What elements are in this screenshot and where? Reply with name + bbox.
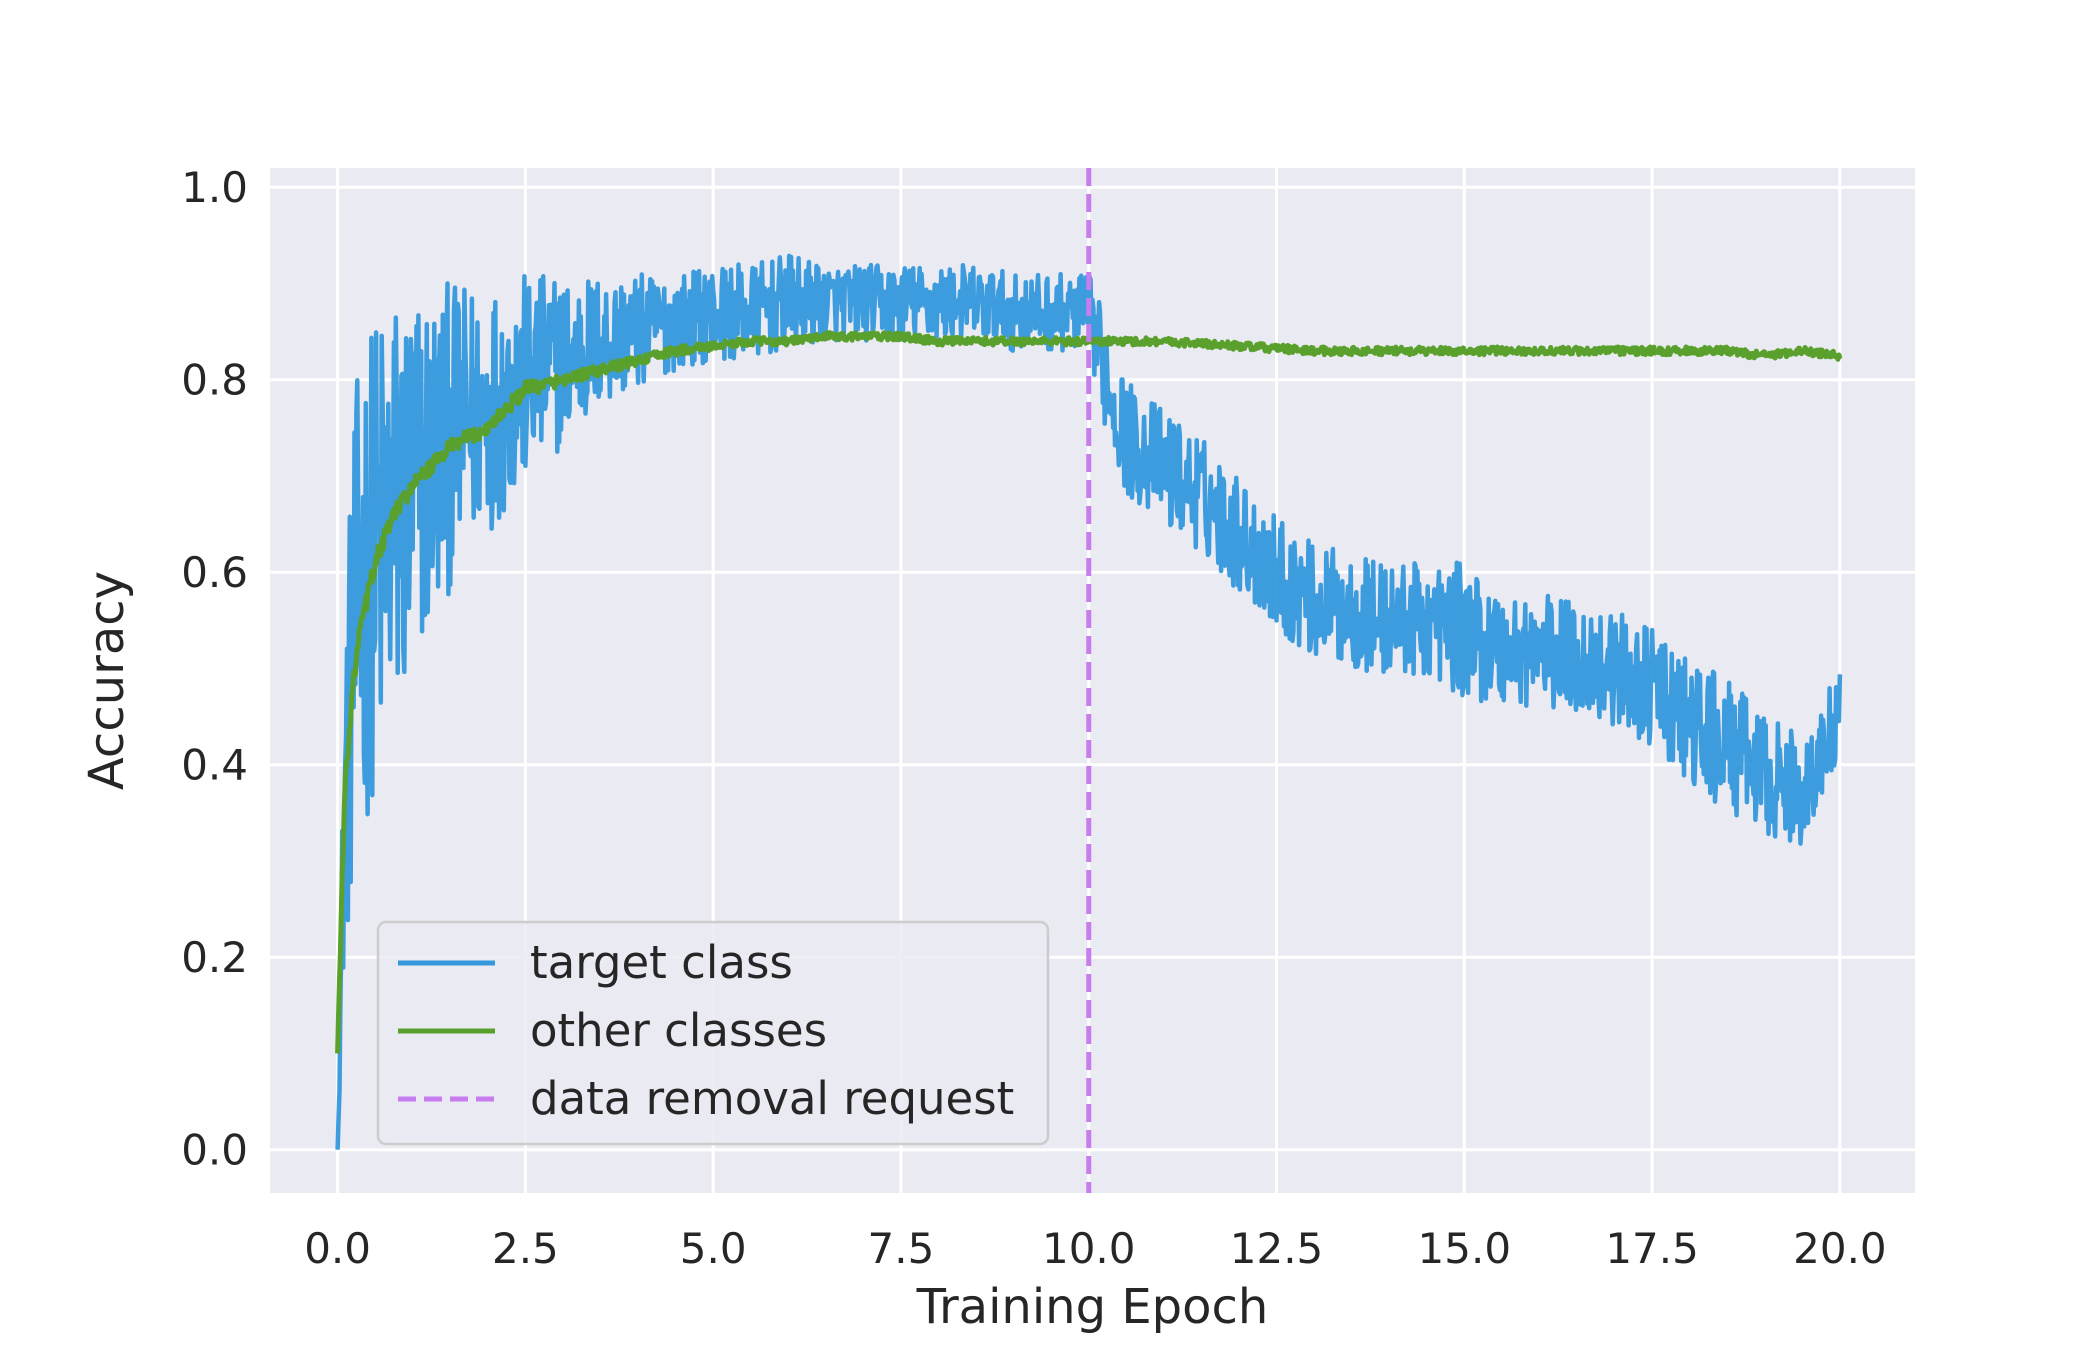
x-tick-label: 17.5 <box>1605 1224 1699 1273</box>
y-axis-label: Accuracy <box>79 571 135 790</box>
x-tick-label: 0.0 <box>304 1224 371 1273</box>
x-tick-label: 15.0 <box>1418 1224 1512 1273</box>
legend-label-other-classes: other classes <box>530 1004 827 1057</box>
x-tick-label: 5.0 <box>680 1224 747 1273</box>
legend-label-target-class: target class <box>530 936 793 989</box>
legend-box <box>376 920 1050 1146</box>
y-tick-label: 1.0 <box>181 163 248 212</box>
y-tick-label: 0.6 <box>181 548 248 597</box>
x-tick-label: 12.5 <box>1230 1224 1324 1273</box>
legend: target class other classes data removal … <box>376 920 1050 1146</box>
legend-label-data-removal-request: data removal request <box>530 1072 1014 1125</box>
y-tick-label: 0.4 <box>181 741 248 790</box>
x-axis-label: Training Epoch <box>916 1279 1269 1335</box>
x-axis-ticks: 0.0 2.5 5.0 7.5 10.0 12.5 15.0 17.5 20.0 <box>304 1224 1886 1273</box>
y-axis-ticks: 0.0 0.2 0.4 0.6 0.8 1.0 <box>181 163 248 1174</box>
x-tick-label: 10.0 <box>1042 1224 1136 1273</box>
x-tick-label: 20.0 <box>1793 1224 1887 1273</box>
y-tick-label: 0.2 <box>181 933 248 982</box>
x-tick-label: 2.5 <box>492 1224 559 1273</box>
y-tick-label: 0.8 <box>181 356 248 405</box>
y-tick-label: 0.0 <box>181 1126 248 1175</box>
x-tick-label: 7.5 <box>868 1224 935 1273</box>
